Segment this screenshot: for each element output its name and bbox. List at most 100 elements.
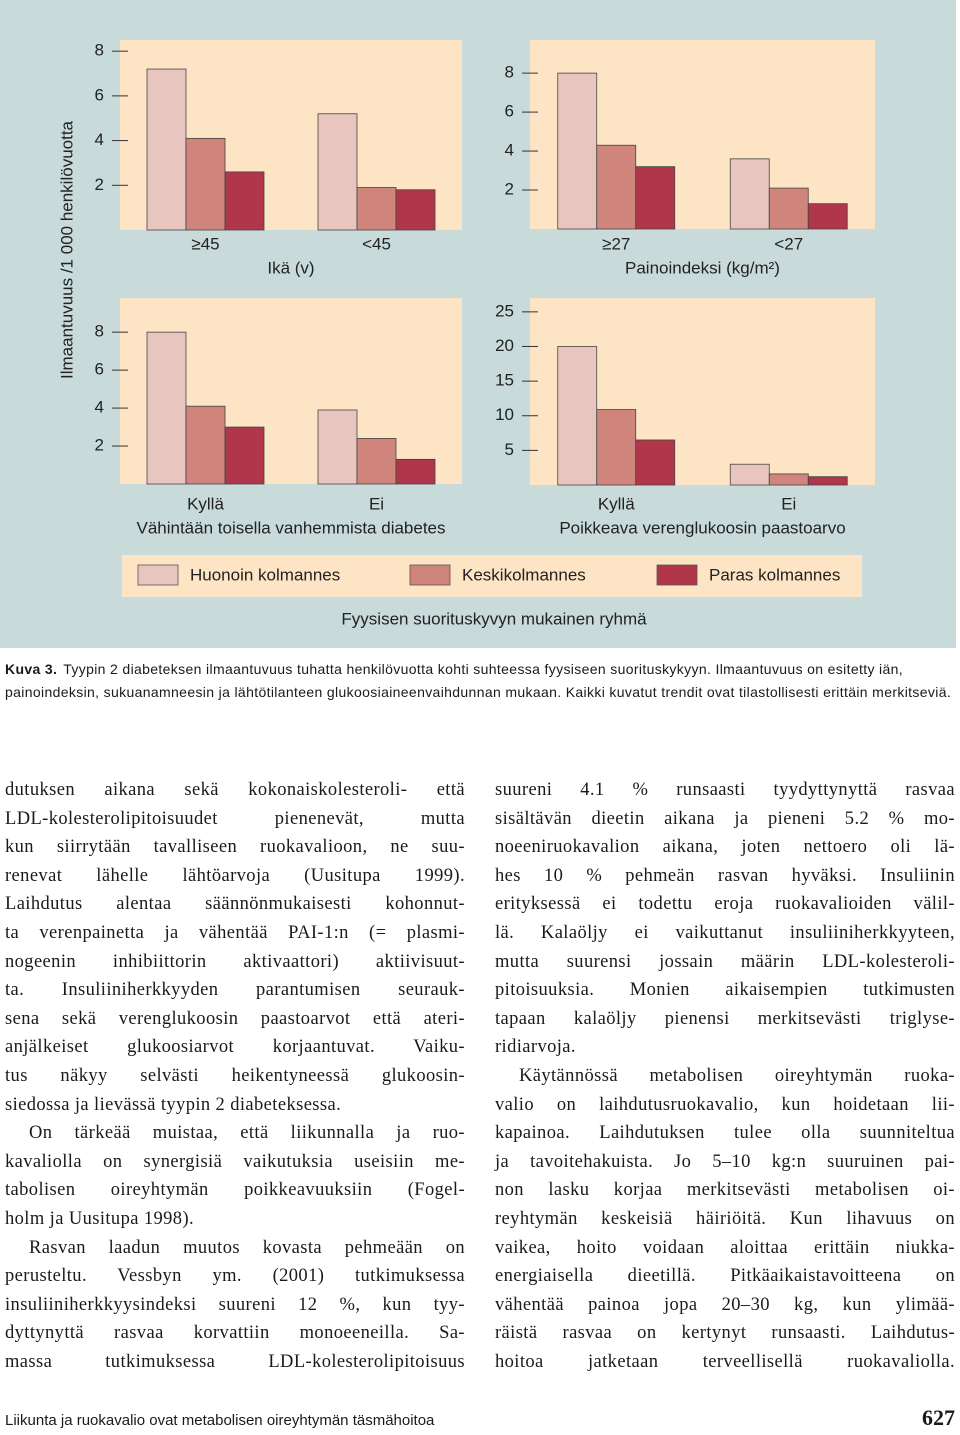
bar — [146, 331, 187, 485]
bar — [185, 405, 226, 485]
text-line: non lasku korjaa merkitsevästi metabolis… — [495, 1180, 955, 1201]
text-line: kavaliolla on synergisiä vaikutuksia use… — [5, 1151, 465, 1172]
y-tick-label: 2 — [95, 175, 104, 194]
legend-label: Paras kolmannes — [709, 565, 840, 584]
x-axis-label: Vähintään toisella vanhemmista diabetes — [136, 518, 445, 537]
x-tick-label: ≥27 — [602, 234, 630, 253]
y-tick-label: 6 — [95, 360, 104, 379]
running-title: Liikunta ja ruokavalio ovat metabolisen … — [5, 1412, 435, 1429]
bar — [635, 166, 676, 230]
text-line: anjälkeiset glukoosiarvot korjaantuvat. … — [5, 1037, 465, 1058]
text-line: renevat lähelle lähtöarvoja (Uusitupa 19… — [5, 865, 465, 886]
y-tick-label: 25 — [495, 301, 514, 320]
bar — [317, 113, 358, 231]
bar — [557, 346, 598, 486]
y-tick-label: 8 — [95, 322, 104, 341]
legend-swatch — [409, 564, 451, 586]
y-tick-label: 6 — [505, 102, 514, 121]
bar — [395, 189, 436, 231]
y-tick-label: 20 — [495, 336, 514, 355]
text-line: kun siirrytään tavalliseen ruokavalioon,… — [5, 837, 465, 858]
caption-label: Kuva 3. — [5, 661, 58, 677]
x-axis-label: Ikä (v) — [267, 258, 314, 277]
text-line: perusteltu. Vessbyn ym. (2001) tutkimuks… — [5, 1266, 465, 1287]
text-line: mutta suurensi jossain määrin LDL-kolest… — [495, 951, 955, 972]
bar — [729, 158, 770, 230]
text-line: sena sekä verenglukoosin paastoarvot ett… — [5, 1008, 465, 1029]
bar — [317, 409, 358, 485]
y-axis-label: Ilmaantuvuus /1 000 henkilövuotta — [57, 120, 76, 379]
caption-text: Tyypin 2 diabeteksen ilmaantuvuus tuhatt… — [5, 661, 952, 700]
caption: Kuva 3. Tyypin 2 diabeteksen ilmaantuvuus… — [5, 658, 955, 703]
x-tick-label: Ei — [369, 494, 384, 513]
bar — [807, 476, 848, 486]
legend-title: Fyysisen suorituskyvyn mukainen ryhmä — [341, 609, 647, 628]
y-tick-label: 6 — [95, 85, 104, 104]
text-line: hes 10 % pehmeän rasvan hyväksi. Insulii… — [495, 865, 955, 886]
y-tick-label: 2 — [95, 436, 104, 455]
text-line: räistä rasvaa on kertynyt runsaasti. Lai… — [495, 1323, 955, 1344]
y-tick-label: 8 — [505, 63, 514, 82]
bar — [356, 187, 397, 231]
text-line: ta. Insuliiniherkkyyden parantumisen seu… — [5, 980, 465, 1001]
y-tick-label: 2 — [505, 180, 514, 199]
text-line: LDL-kolesterolipitoisuudet pienenevät, m… — [5, 808, 465, 829]
page-number: 627 — [922, 1405, 955, 1430]
text-line: ta verenpainetta ja vähentää PAI-1:n (= … — [5, 922, 465, 943]
bar — [557, 72, 598, 230]
text-line: On tärkeää muistaa, että liikunnalla ja … — [29, 1123, 465, 1144]
legend-swatch — [656, 564, 698, 586]
y-tick-label: 4 — [505, 141, 514, 160]
bar — [185, 137, 226, 231]
bar — [224, 171, 265, 231]
bar — [807, 203, 848, 230]
bar — [596, 409, 637, 486]
x-tick-label: ≥45 — [191, 234, 219, 253]
text-line: erityksessä ei todettu eroja ruokavalioi… — [495, 894, 955, 915]
text-line: kapainoa. Laihdutuksen tulee olla suunni… — [495, 1123, 955, 1144]
text-line: tabolisen oireyhtymän poikkeavuuksiin (F… — [5, 1180, 465, 1201]
text-line: nogeenin inhibiittorin aktivaattori) akt… — [5, 951, 465, 972]
bar — [635, 439, 676, 486]
text-line: ja tavoitehakuista. Jo 5–10 kg:n suuruin… — [495, 1151, 955, 1172]
text-line: vähentää painoa jopa 20–30 kg, kun ylimä… — [495, 1294, 955, 1315]
bar — [224, 426, 265, 485]
text-line: ridiarvoja. — [495, 1037, 576, 1058]
legend-label: Keskikolmannes — [462, 565, 586, 584]
text-line: tus näkyy selvästi heikentyneessä glukoo… — [5, 1065, 465, 1086]
left-column: dutuksen aikana sekä kokonaiskolesteroli… — [5, 776, 465, 1376]
figure: Ilmaantuvuus /1 000 henkilövuotta Fyysis… — [0, 0, 956, 648]
text-line: Käytännössä metabolisen oireyhtymän ruok… — [519, 1065, 955, 1086]
bar — [146, 68, 187, 231]
text-line: suureni 4.1 % runsaasti tyydyttynyttä ra… — [495, 780, 955, 800]
y-tick-label: 10 — [495, 405, 514, 424]
right-column: suureni 4.1 % runsaasti tyydyttynyttä ra… — [495, 776, 955, 1376]
x-tick-label: <45 — [362, 234, 391, 253]
x-tick-label: <27 — [774, 234, 803, 253]
text-line: dyttynyttä rasvaa korvattiin monoeeneill… — [5, 1323, 465, 1344]
bar — [356, 438, 397, 485]
text-line: noeeniruokavalion aikana, joten nettoero… — [495, 837, 955, 858]
y-tick-label: 8 — [95, 41, 104, 60]
bar — [768, 473, 809, 486]
text-line: Laihdutus alentaa säännönmukaisesti koho… — [5, 894, 465, 915]
text-line: energiaisella dieetillä. Pitkäaikaistavo… — [495, 1266, 955, 1287]
bar — [768, 187, 809, 230]
y-tick-label: 5 — [505, 440, 514, 459]
text-line: tapaan kalaöljy pienensi merkitsevästi t… — [495, 1008, 955, 1029]
legend-box — [122, 555, 862, 597]
legend-label: Huonoin kolmannes — [190, 565, 340, 584]
text-line: siedossa ja lievässä tyypin 2 diabetekse… — [5, 1094, 342, 1115]
text-line: valio on laihdutusruokavalio, kun hoidet… — [495, 1094, 955, 1115]
text-line: massa tutkimuksessa LDL-kolesterolipitoi… — [5, 1351, 465, 1372]
text-line: reyhtymän keskeisiä häiriöitä. Kun lihav… — [495, 1208, 955, 1229]
x-tick-label: Ei — [781, 494, 796, 513]
text-line: dutuksen aikana sekä kokonaiskolesteroli… — [5, 780, 465, 800]
text-line: pitoisuuksia. Monien aikaisempien tutkim… — [495, 980, 955, 1001]
text-line: hoitoa jatketaan terveellisellä ruokaval… — [495, 1351, 955, 1372]
text-line: insuliiniherkkyysindeksi suureni 12 %, k… — [5, 1294, 465, 1315]
x-axis-label: Poikkeava verenglukoosin paastoarvo — [559, 518, 845, 537]
text-line: vaikea, hoito voidaan aloittaa erittäin … — [495, 1237, 955, 1258]
text-line: sisältävän dieetin aikana ja pieneni 5.2… — [495, 808, 955, 829]
